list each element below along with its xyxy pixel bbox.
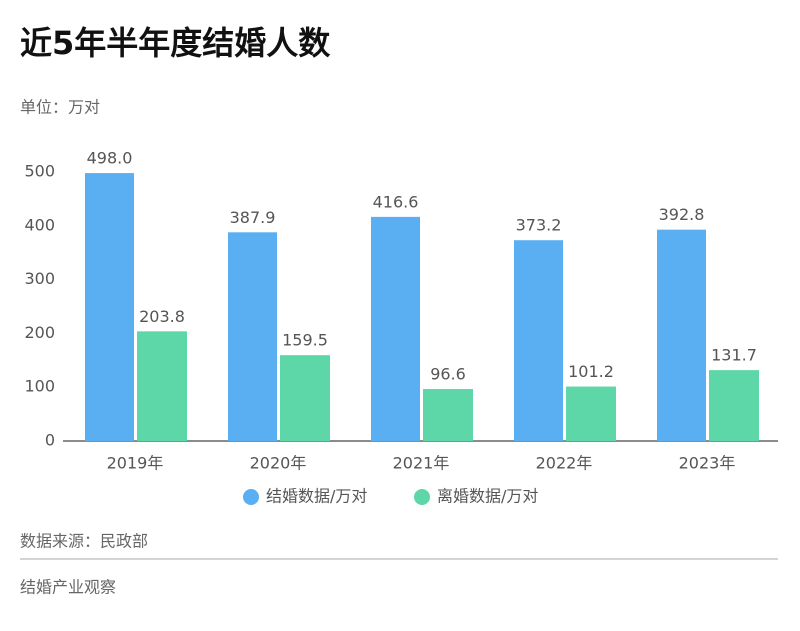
value-label: 101.2 (568, 362, 614, 381)
value-label: 96.6 (430, 365, 466, 384)
chart-subtitle: 单位：万对 (20, 98, 100, 117)
value-label: 392.8 (659, 205, 705, 224)
value-label: 387.9 (230, 208, 276, 227)
bar (423, 389, 473, 441)
value-label: 373.2 (516, 216, 562, 235)
bar (85, 173, 134, 442)
value-label: 203.8 (139, 307, 185, 326)
source: 数据来源：民政部 (20, 532, 148, 551)
chart-title: 近5年半年度结婚人数 (20, 24, 331, 62)
value-label: 498.0 (87, 149, 133, 168)
value-label: 131.7 (711, 346, 757, 365)
x-tick-label: 2022年 (536, 454, 593, 473)
legend-label: 结婚数据/万对 (266, 487, 367, 506)
y-tick-label: 200 (24, 323, 55, 342)
x-tick-label: 2020年 (250, 454, 307, 473)
bar (228, 232, 277, 441)
y-tick-label: 500 (24, 162, 55, 181)
bar (514, 240, 563, 441)
y-tick-label: 300 (24, 269, 55, 288)
y-tick-label: 400 (24, 215, 55, 234)
bar (137, 331, 187, 441)
bar (709, 370, 759, 441)
x-tick-label: 2023年 (679, 454, 736, 473)
bar (280, 355, 330, 441)
footer: 结婚产业观察 (20, 578, 116, 597)
bar (657, 229, 706, 441)
x-tick-label: 2021年 (393, 454, 450, 473)
y-tick-label: 100 (24, 377, 55, 396)
legend-label: 离婚数据/万对 (437, 487, 538, 506)
legend-swatch (414, 489, 430, 505)
legend-swatch (243, 489, 259, 505)
y-tick-label: 0 (45, 431, 55, 450)
bar (566, 386, 616, 441)
value-label: 159.5 (282, 331, 328, 350)
x-tick-label: 2019年 (107, 454, 164, 473)
value-label: 416.6 (373, 192, 419, 211)
bar (371, 216, 420, 441)
